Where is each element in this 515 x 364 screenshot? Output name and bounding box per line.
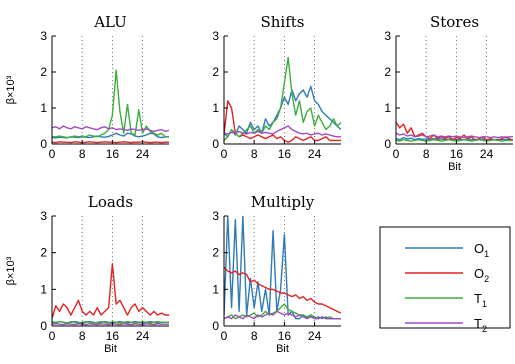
panel-title: Multiply (251, 193, 315, 211)
x-tick-label: 0 (221, 329, 228, 343)
series-line-t2 (224, 310, 341, 320)
y-tick-label: 0 (212, 319, 219, 333)
panel-title: Loads (88, 193, 133, 211)
x-tick-label: 8 (79, 329, 86, 343)
y-tick-label: 1 (384, 101, 391, 115)
series-group (52, 262, 169, 326)
y-tick-label: 3 (40, 209, 47, 223)
series-line-t1 (396, 138, 513, 142)
y-tick-label: 3 (40, 29, 47, 43)
x-tick-label: 0 (393, 147, 400, 161)
series-line-t2 (52, 125, 169, 133)
x-tick-label: 16 (106, 329, 120, 343)
series-group (396, 121, 513, 142)
series-line-t1 (52, 69, 169, 139)
panel-title: Stores (430, 13, 479, 31)
y-tick-label: 0 (40, 137, 47, 151)
x-tick-label: 0 (49, 329, 56, 343)
series-line-o2 (224, 100, 341, 143)
y-tick-label: 0 (384, 137, 391, 151)
y-tick-label: 0 (212, 137, 219, 151)
x-tick-label: 24 (308, 147, 322, 161)
y-axis-label: β×10³ (5, 75, 17, 104)
panel-shifts: Shifts 0 1 2 3 0 8 16 24 (212, 13, 341, 161)
y-tick-label: 1 (212, 101, 219, 115)
panel-multiply: Multiply 0 1 2 3 0 8 16 24 Bit (212, 193, 341, 355)
panel-loads: Loads 0 1 2 3 0 8 16 24 Bit β×10³ (5, 193, 169, 355)
y-tick-label: 2 (212, 246, 219, 260)
y-tick-label: 2 (384, 65, 391, 79)
series-line-o2 (52, 262, 169, 319)
x-tick-label: 8 (423, 147, 430, 161)
x-tick-label: 24 (308, 329, 322, 343)
x-tick-label: 24 (480, 147, 494, 161)
series-line-t1 (52, 320, 169, 324)
series-line-t2 (224, 125, 341, 138)
series-group (224, 216, 341, 320)
legend-box (379, 226, 511, 329)
series-line-t2 (52, 323, 169, 326)
y-tick-label: 2 (40, 246, 47, 260)
x-tick-label: 16 (278, 147, 292, 161)
x-tick-label: 16 (106, 147, 120, 161)
series-line-o1 (224, 216, 341, 320)
x-tick-label: 16 (278, 329, 292, 343)
y-tick-label: 3 (384, 29, 391, 43)
series-line-t1 (224, 303, 341, 320)
series-line-t1 (224, 56, 341, 141)
x-axis-label: Bit (448, 161, 461, 173)
y-tick-label: 0 (40, 319, 47, 333)
x-tick-label: 0 (49, 147, 56, 161)
y-tick-label: 1 (212, 282, 219, 296)
panel-alu: ALU 0 1 2 3 0 8 16 24 β×10³ (5, 13, 169, 161)
y-axis-label: β×10³ (5, 256, 17, 285)
series-line-o1 (224, 85, 341, 138)
x-tick-label: 8 (79, 147, 86, 161)
x-tick-label: 16 (450, 147, 464, 161)
x-tick-label: 24 (136, 147, 150, 161)
series-line-o2 (224, 266, 341, 314)
x-tick-label: 0 (221, 147, 228, 161)
panel-title: Shifts (260, 13, 304, 31)
x-axis-label: Bit (104, 343, 117, 355)
x-axis-label: Bit (276, 343, 289, 355)
series-group (224, 56, 341, 143)
y-tick-label: 1 (40, 101, 47, 115)
series-line-o2 (52, 141, 169, 144)
x-tick-label: 24 (136, 329, 150, 343)
panel-title: ALU (93, 13, 127, 31)
y-tick-label: 2 (212, 65, 219, 79)
y-tick-label: 1 (40, 282, 47, 296)
x-tick-label: 8 (251, 329, 258, 343)
y-tick-label: 3 (212, 29, 219, 43)
y-tick-label: 3 (212, 209, 219, 223)
y-tick-label: 2 (40, 65, 47, 79)
panel-stores: Stores 0 1 2 3 0 8 16 24 Bit (384, 13, 513, 173)
series-line-t2 (396, 132, 513, 139)
series-group (52, 69, 169, 144)
x-tick-label: 8 (251, 147, 258, 161)
